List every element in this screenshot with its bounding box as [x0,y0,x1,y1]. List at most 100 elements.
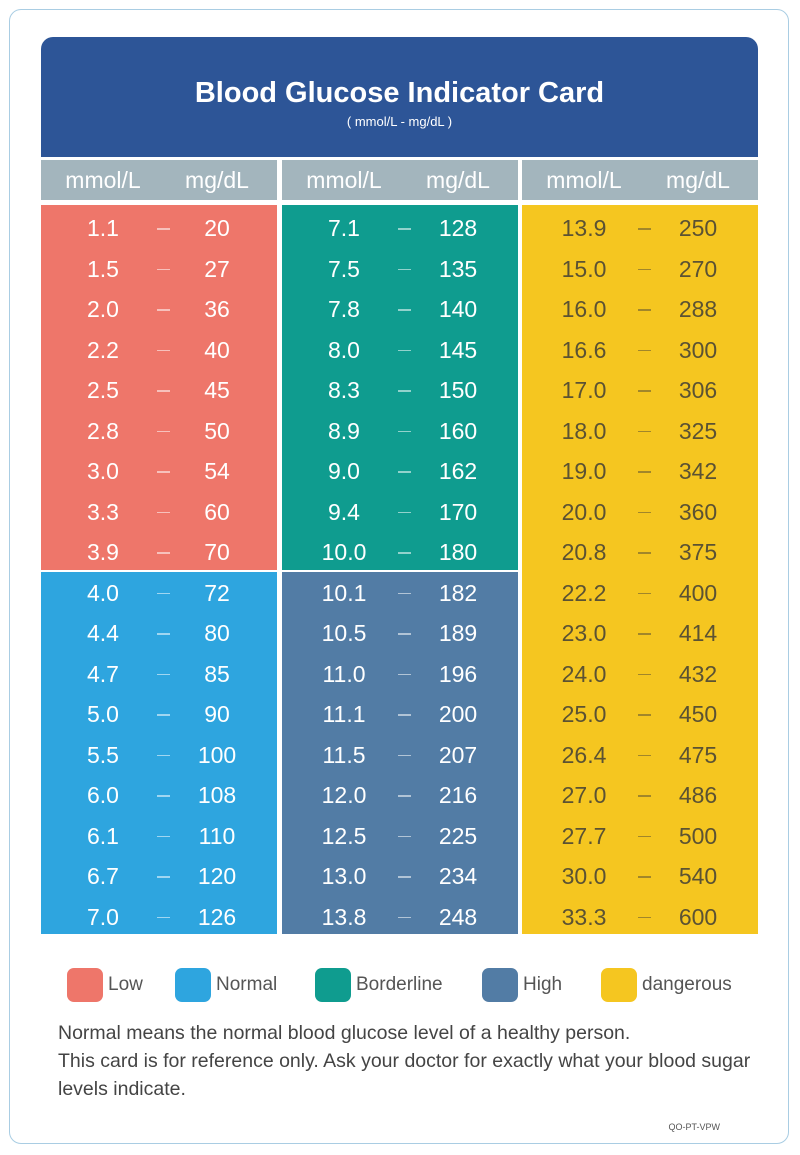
dash [638,633,651,635]
legend-label: Normal [216,974,278,995]
mmol-value: 1.1 [87,215,119,242]
mg-value: 27 [204,255,230,282]
mg-value: 189 [438,620,478,647]
mg-value: 54 [204,458,230,485]
column-header: mmol/L [65,167,141,193]
dash [157,633,170,635]
mmol-value: 13.8 [321,903,367,930]
mmol-value: 3.3 [87,498,119,525]
dash [638,268,651,271]
mmol-value: 20.8 [561,539,607,566]
legend-label: Low [108,974,143,995]
dash [398,673,411,676]
mmol-value: 24.0 [561,660,607,687]
mg-value: 162 [438,458,478,485]
legend-swatch [175,968,211,1002]
mmol-value: 10.5 [321,620,367,647]
note: This card is for reference only. Ask you… [58,1050,751,1100]
legend-label: dangerous [642,974,732,995]
mmol-value: 6.7 [87,863,119,890]
mmol-value: 9.0 [328,458,360,485]
mmol-value: 4.4 [87,620,119,647]
dash [398,309,411,311]
dash [157,471,170,473]
dash [157,754,170,757]
mmol-value: 1.5 [87,255,119,282]
mmol-value: 6.0 [87,782,119,809]
dash [398,592,411,595]
mg-value: 288 [678,296,718,323]
note: Normal means the normal blood glucose le… [58,1022,631,1044]
card: Blood Glucose Indicator Card ( mmol/L - … [41,37,758,948]
dash [398,876,411,878]
mmol-value: 10.0 [321,539,367,566]
mmol-value: 8.9 [328,417,360,444]
dash [157,552,170,554]
mmol-value: 2.8 [87,417,119,444]
mmol-value: 7.5 [328,255,360,282]
dash [638,471,651,473]
column-header: mmol/L [306,167,382,193]
mg-value: 120 [197,863,237,890]
mg-value: 110 [198,822,236,849]
mg-value: 306 [678,377,718,404]
mmol-value: 27.7 [561,822,607,849]
dash [638,673,651,676]
segment [282,571,518,934]
mg-value: 300 [678,336,718,363]
dash [638,511,651,514]
mmol-value: 15.0 [561,255,607,282]
mg-value: 170 [438,498,478,525]
mmol-value: 4.0 [87,579,119,606]
mg-value: 90 [204,701,230,728]
mmol-value: 11.0 [322,660,366,687]
mmol-value: 2.0 [87,296,119,323]
dash [157,876,170,878]
mmol-value: 8.3 [328,377,360,404]
mmol-value: 12.0 [321,782,367,809]
column-header: mg/dL [426,167,490,193]
dash [638,835,651,838]
dash [638,552,651,554]
mmol-value: 33.3 [561,903,607,930]
mg-value: 225 [438,822,478,849]
mmol-value: 18.0 [561,417,607,444]
mmol-value: 11.1 [322,701,366,728]
subtitle: ( mmol/L - mg/dL ) [346,114,453,129]
mmol-value: 10.1 [321,579,367,606]
mmol-value: 30.0 [561,863,607,890]
dash [157,228,170,230]
mmol-value: 17.0 [561,377,607,404]
mg-value: 50 [204,417,230,444]
legend-label: High [523,974,563,995]
segment [522,205,758,934]
mg-value: 360 [678,498,718,525]
dash [398,268,411,271]
mmol-value: 13.9 [561,215,607,242]
frame [9,9,789,1144]
code: QO-PT-VPW [668,1122,721,1132]
dash [638,430,651,433]
dash [398,471,411,473]
mg-value: 248 [438,903,478,930]
mmol-value: 22.2 [561,579,607,606]
dash [398,714,411,716]
dash [638,592,651,595]
dash [638,309,651,311]
legend-swatch [482,968,518,1002]
dash [398,390,411,392]
mg-value: 182 [438,579,478,606]
dash [398,916,411,919]
mmol-value: 23.0 [561,620,607,647]
mmol-value: 2.2 [87,336,119,363]
mmol-value: 9.4 [328,498,360,525]
mmol-value: 5.5 [87,741,119,768]
mg-value: 486 [678,782,718,809]
mmol-value: 27.0 [561,782,607,809]
dash [638,714,651,716]
dash [157,916,170,919]
mmol-value: 6.1 [87,822,119,849]
mmol-value: 7.0 [87,903,119,930]
column-header-bg [282,160,518,200]
mmol-value: 7.1 [328,215,360,242]
